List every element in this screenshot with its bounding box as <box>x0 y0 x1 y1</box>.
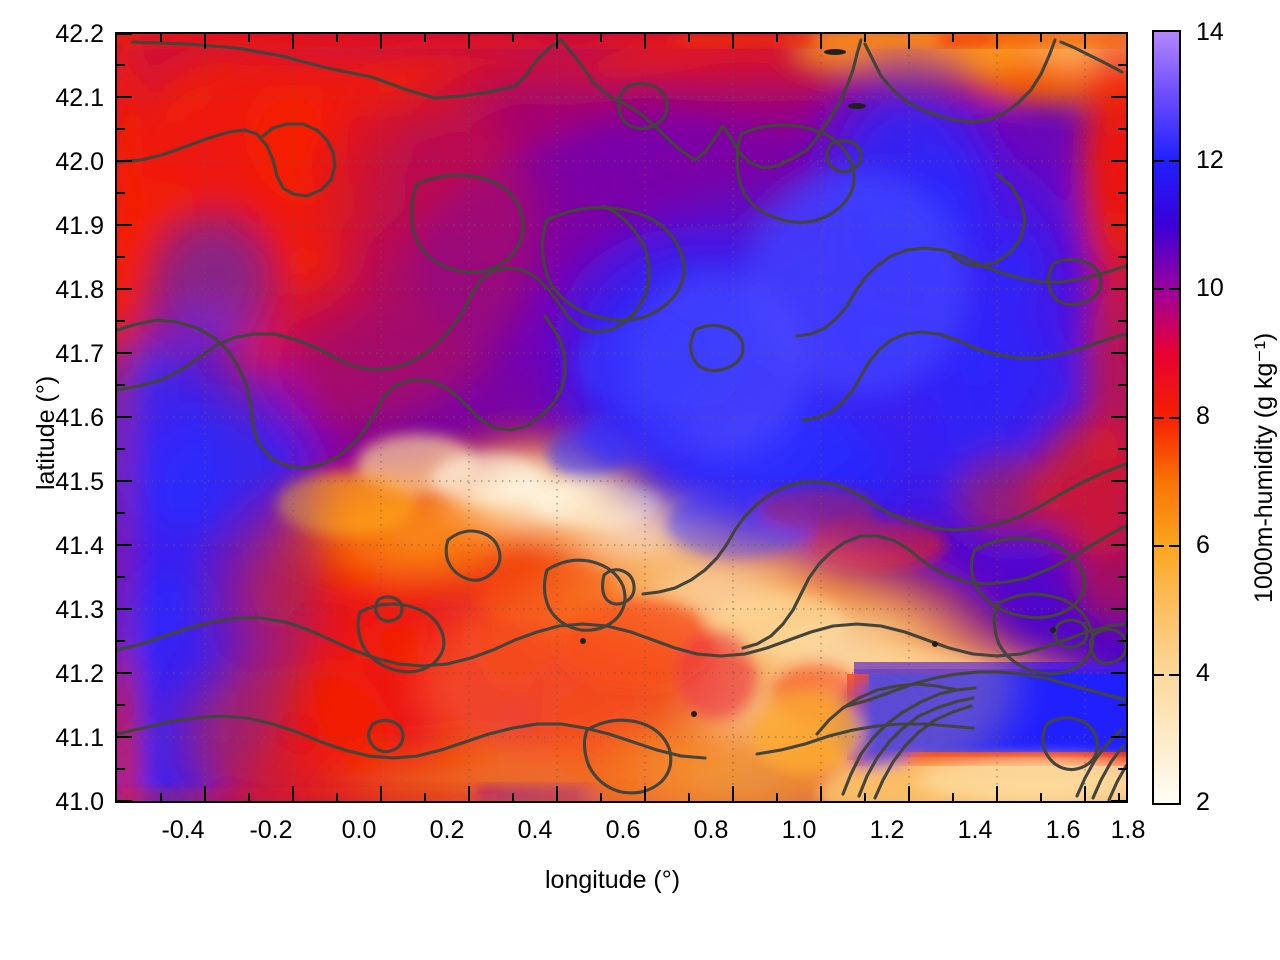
x-tick-label-0-4: 0.4 <box>517 816 553 844</box>
y-tick-label-41-5: 41.5 <box>55 468 104 496</box>
x-tick-label-0-2: 0.2 <box>429 816 465 844</box>
y-axis-title: latitude (°) <box>32 375 60 490</box>
colorbar-gradient <box>1154 32 1179 803</box>
y-tick-label-41-6: 41.6 <box>55 404 104 432</box>
x-tick-label-1-0: 1.0 <box>781 816 817 844</box>
x-tick-label-1-4: 1.4 <box>957 816 993 844</box>
y-tick-label-42-2: 42.2 <box>55 20 104 48</box>
x-tick-label-0-6: 0.6 <box>605 816 641 844</box>
colorbar-tick-8: 8 <box>1196 402 1210 430</box>
y-tick-label-41-7: 41.7 <box>55 340 104 368</box>
colorbar-tick-10: 10 <box>1196 274 1224 302</box>
colorbar-tick-14: 14 <box>1196 18 1224 46</box>
y-tick-label-42-0: 42.0 <box>55 148 104 176</box>
x-tick-label-0-8: 0.8 <box>693 816 729 844</box>
y-tick-label-41-2: 41.2 <box>55 660 104 688</box>
axis-ticks <box>117 34 1126 801</box>
x-tick-label--0-4: -0.4 <box>161 816 205 844</box>
plot-area <box>115 32 1128 803</box>
x-tick-label-1-8: 1.8 <box>1110 816 1146 844</box>
y-tick-label-41-1: 41.1 <box>55 724 104 752</box>
colorbar-title: 1000m-humidity (g kg⁻¹) <box>1250 332 1278 603</box>
terrain-contour-lines <box>117 38 1126 801</box>
y-tick-label-41-9: 41.9 <box>55 212 104 240</box>
y-tick-label-41-3: 41.3 <box>55 596 104 624</box>
humidity-field <box>117 34 1126 801</box>
x-tick-label--0-2: -0.2 <box>249 816 293 844</box>
x-tick-label-0-0: 0.0 <box>341 816 377 844</box>
y-tick-label-41-0: 41.0 <box>55 788 104 816</box>
y-tick-label-41-4: 41.4 <box>55 532 104 560</box>
y-tick-label-41-8: 41.8 <box>55 276 104 304</box>
y-tick-label-42-1: 42.1 <box>55 84 104 112</box>
colorbar <box>1152 30 1181 805</box>
x-axis-title: longitude (°) <box>545 866 681 894</box>
colorbar-tick-2: 2 <box>1196 788 1210 816</box>
colorbar-tick-12: 12 <box>1196 146 1224 174</box>
colorbar-tick-6: 6 <box>1196 531 1210 559</box>
x-tick-label-1-6: 1.6 <box>1045 816 1081 844</box>
colorbar-tick-4: 4 <box>1196 659 1210 687</box>
x-tick-label-1-2: 1.2 <box>869 816 905 844</box>
